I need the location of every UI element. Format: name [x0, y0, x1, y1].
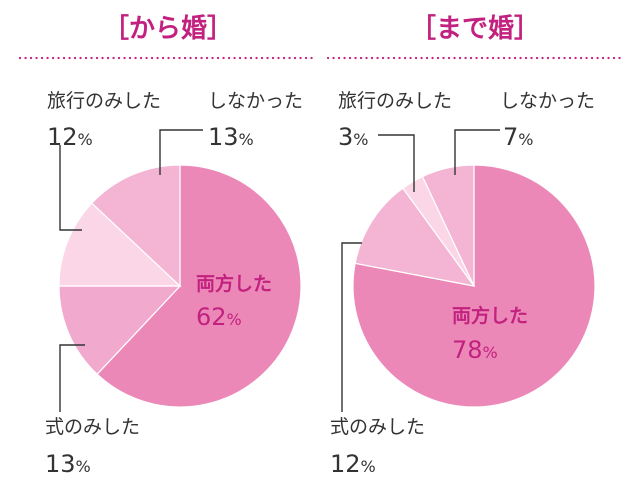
label-right-trip: 旅行のみした	[338, 90, 452, 112]
value-left-ceremony: 13	[45, 450, 76, 478]
value-right-both: 78	[452, 336, 483, 364]
pct-right-both: 78%	[452, 336, 498, 364]
pct-left-ceremony: 13%	[45, 450, 91, 478]
pie-left	[58, 164, 302, 408]
unit-left-both: %	[227, 310, 242, 329]
label-right-ceremony: 式のみした	[330, 416, 425, 438]
pie-right	[352, 164, 596, 408]
value-left-trip: 12	[47, 123, 78, 151]
label-left-ceremony: 式のみした	[45, 416, 140, 438]
value-right-ceremony: 12	[330, 450, 361, 478]
label-left-both: 両方した	[196, 272, 272, 295]
chart-title-left: ［から婚］	[103, 14, 233, 44]
leader-right-ceremony	[341, 242, 362, 412]
value-right-didnt: 7	[503, 123, 518, 151]
unit-right-didnt: %	[518, 130, 533, 149]
unit-right-both: %	[483, 343, 498, 362]
unit-right-trip: %	[353, 130, 368, 149]
pie-right-slice-didnt	[421, 164, 475, 287]
pie-left-slice-ceremony	[58, 285, 182, 376]
leader-right-didnt	[454, 129, 500, 175]
unit-left-ceremony: %	[76, 457, 91, 476]
leader-left-trip	[59, 145, 82, 231]
label-left-didnt: しなかった	[208, 90, 303, 112]
pie-left-slice-didnt	[90, 164, 181, 288]
pct-right-ceremony: 12%	[330, 450, 376, 478]
pct-left-trip: 12%	[47, 123, 93, 151]
label-right-didnt: しなかった	[500, 90, 595, 112]
unit-left-didnt: %	[239, 130, 254, 149]
unit-left-trip: %	[78, 130, 93, 149]
pct-left-didnt: 13%	[208, 123, 254, 151]
pie-left-slice-both	[96, 164, 302, 408]
leader-right-trip	[378, 134, 415, 192]
pie-left-slice-trip	[58, 202, 182, 287]
pct-left-both: 62%	[196, 303, 242, 331]
chart-title-right: ［まで婚］	[410, 14, 540, 44]
value-left-both: 62	[196, 303, 227, 331]
value-right-trip: 3	[338, 123, 353, 151]
label-right-both: 両方した	[452, 304, 528, 327]
pie-right-slice-ceremony	[354, 187, 476, 287]
label-left-trip: 旅行のみした	[47, 90, 161, 112]
unit-right-ceremony: %	[361, 457, 376, 476]
pct-right-didnt: 7%	[503, 123, 533, 151]
pct-right-trip: 3%	[338, 123, 368, 151]
leader-left-didnt	[159, 129, 203, 175]
leader-left-ceremony	[59, 344, 85, 412]
value-left-didnt: 13	[208, 123, 239, 151]
